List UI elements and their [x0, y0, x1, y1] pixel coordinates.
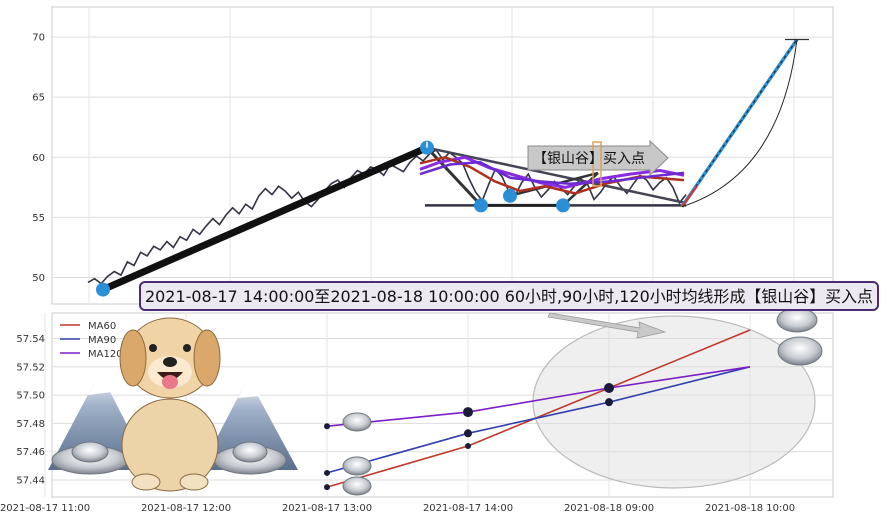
projection-arc	[681, 39, 798, 208]
ma-point	[464, 429, 472, 438]
ma-point	[324, 484, 330, 491]
legend-label-ma120: MA120	[88, 349, 123, 360]
pivot-marker	[96, 282, 110, 297]
legend-label-ma60: MA60	[88, 321, 116, 332]
ma-line-top	[419, 160, 685, 186]
snow-cap-right-icon	[238, 378, 260, 398]
x-tick-label: 2021-08-17 14:00	[423, 503, 513, 514]
top-series	[87, 38, 809, 297]
buy-point-arrow-icon	[527, 139, 669, 177]
bottom-y-tick-label: 57.54	[16, 334, 45, 345]
bottom-y-tick-label: 57.44	[16, 476, 45, 487]
top-y-tick-label: 70	[32, 33, 45, 44]
silver-ingot-icon	[342, 456, 372, 476]
bottom-y-tick-label: 57.46	[16, 447, 45, 458]
bottom-y-tick-label: 57.50	[16, 391, 45, 402]
pivot-marker	[503, 188, 517, 203]
pivot-marker	[474, 198, 488, 213]
pattern-line	[425, 146, 483, 207]
projection-dash	[681, 39, 798, 207]
buy-point-annotation: 【银山谷】买入点	[527, 139, 669, 187]
pattern-line	[426, 146, 687, 205]
bottom-y-tick-label: 57.52	[16, 362, 45, 373]
ma-point	[324, 469, 330, 476]
snow-cap-left-icon	[88, 372, 112, 395]
buy-point-bracket	[592, 141, 602, 187]
top-y-tick-label: 50	[32, 273, 45, 284]
top-y-tick-label: 55	[32, 213, 45, 224]
ingot-markers	[342, 307, 823, 496]
silver-ingot-icon	[342, 476, 372, 496]
banner-text: 2021-08-17 14:00:00至2021-08-18 10:00:00 …	[145, 287, 873, 306]
ma-point	[604, 383, 614, 394]
pivot-marker	[556, 198, 570, 213]
pattern-line	[562, 172, 599, 207]
x-tick-label: 2021-08-17 11:00	[0, 503, 90, 514]
mountain-right-icon	[200, 378, 298, 470]
silver-ingot-right-top-icon	[232, 441, 268, 463]
silver-ingot-left-top-icon	[71, 441, 109, 463]
top-y-ticks: 50 55 60 65 70	[32, 33, 45, 284]
top-panel: 50 55 60 65 70	[32, 6, 834, 305]
legend-label-ma90: MA90	[88, 335, 116, 346]
signal-banner: 2021-08-17 14:00:00至2021-08-18 10:00:00 …	[139, 281, 879, 311]
projection-start	[681, 185, 698, 208]
bottom-series	[324, 329, 751, 491]
ma-point	[465, 443, 471, 450]
uptrend-line	[99, 144, 431, 294]
x-axis-ticks: 2021-08-17 11:00 2021-08-17 12:00 2021-08-…	[0, 503, 795, 514]
silver-ingot-icon	[342, 412, 372, 432]
legend: MA60 MA90 MA120	[60, 321, 123, 360]
top-y-tick-label: 65	[32, 93, 45, 104]
silver-ingot-icon	[776, 307, 818, 333]
silver-ingot-icon	[777, 336, 823, 366]
ma-point	[463, 407, 473, 418]
x-tick-label: 2021-08-18 09:00	[564, 503, 654, 514]
ma-point	[324, 423, 330, 430]
banner-box	[139, 281, 879, 311]
mascot-illustration	[48, 317, 298, 492]
x-tick-label: 2021-08-18 10:00	[705, 503, 795, 514]
buy-point-label: 【银山谷】买入点	[533, 151, 645, 167]
highlight-ellipse	[532, 315, 816, 489]
ma-line-ma120	[326, 366, 751, 427]
ma-line-ma90	[326, 366, 751, 474]
x-tick-label: 2021-08-17 12:00	[141, 503, 231, 514]
ma-point	[605, 398, 613, 407]
x-tick-label: 2021-08-17 13:00	[282, 503, 372, 514]
top-y-tick-label: 60	[32, 153, 45, 164]
pointer-arrow	[547, 312, 667, 339]
pointer-arrow-icon	[547, 312, 667, 339]
bottom-y-tick-label: 57.48	[16, 419, 45, 430]
dog-icon	[119, 317, 221, 492]
bottom-y-ticks: 57.44 57.46 57.48 57.50 57.52 57.54	[16, 334, 45, 487]
